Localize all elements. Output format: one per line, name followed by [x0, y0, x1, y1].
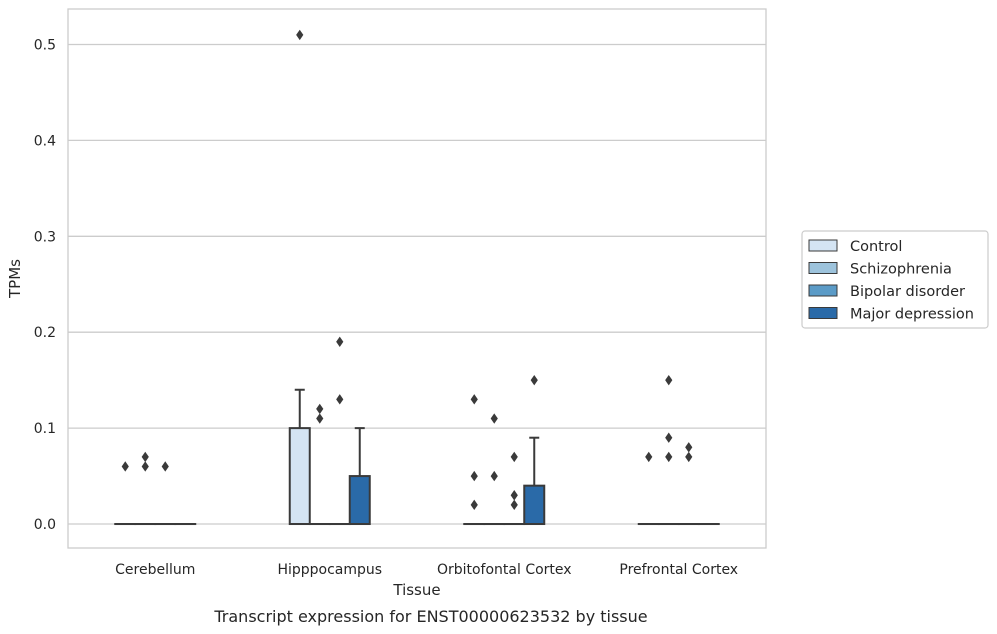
box-0-0 — [114, 461, 137, 526]
box-series — [114, 29, 720, 526]
x-tick-label: Cerebellum — [115, 562, 195, 578]
outlier-point — [530, 374, 538, 386]
box-1-0 — [134, 451, 157, 526]
outlier-point — [470, 499, 478, 511]
outlier-point — [510, 499, 518, 511]
legend-label: Major depression — [850, 307, 974, 323]
y-tick-label: 0.5 — [34, 37, 56, 53]
y-tick-label: 0.1 — [34, 421, 56, 437]
box-0-1 — [288, 29, 311, 526]
outlier-point — [665, 374, 673, 386]
legend-swatch — [808, 262, 838, 274]
outlier-point — [316, 403, 324, 415]
outlier-point — [336, 336, 344, 347]
legend-label: Bipolar disorder — [850, 284, 965, 300]
box-0-2 — [463, 394, 486, 526]
outlier-point — [490, 413, 498, 424]
legend: Control Schizophrenia Bipolar disorder Majo… — [801, 230, 989, 329]
outlier-point — [121, 461, 129, 472]
outlier-point — [141, 461, 149, 472]
grid-lines — [68, 43, 766, 525]
outlier-point — [510, 490, 518, 501]
outlier-point — [685, 451, 693, 463]
legend-swatch — [808, 239, 838, 252]
y-tick-label: 0.0 — [34, 517, 56, 533]
y-tick-label: 0.4 — [34, 133, 56, 149]
box-2-1 — [328, 336, 351, 526]
box-2-2 — [503, 451, 526, 526]
x-tick-label: Prefrontal Cortex — [619, 562, 738, 578]
outlier-point — [685, 442, 693, 453]
box-3-1 — [348, 427, 371, 526]
outlier-point — [336, 394, 344, 405]
box-1-2 — [483, 413, 506, 526]
box-body — [288, 427, 311, 526]
outlier-point — [510, 451, 518, 463]
outlier-point — [490, 470, 498, 482]
box-3-2 — [523, 374, 546, 526]
legend-swatch — [808, 307, 838, 319]
outlier-point — [470, 394, 478, 405]
outlier-point — [645, 451, 653, 463]
x-tick-label: Hipppocampus — [277, 562, 382, 578]
chart-caption: Transcript expression for ENST0000062353… — [213, 607, 647, 626]
y-axis-label: TPMs — [6, 259, 24, 299]
legend-frame — [801, 230, 989, 329]
outlier-point — [665, 451, 673, 463]
outlier-point — [470, 470, 478, 482]
box-2-0 — [154, 461, 177, 526]
outlier-point — [161, 461, 169, 472]
legend-label: Control — [850, 239, 902, 255]
outlier-point — [141, 451, 149, 463]
outlier-point — [316, 413, 324, 424]
y-tick-label: 0.3 — [34, 229, 56, 245]
plot-area-frame — [67, 8, 767, 549]
box-body — [348, 475, 371, 526]
box-0-3 — [637, 451, 660, 526]
legend-label: Schizophrenia — [850, 262, 952, 278]
outlier-point — [296, 29, 304, 41]
box-1-1 — [308, 403, 331, 526]
x-axis-ticks: Cerebellum Hipppocampus Orbitofontal Corte… — [115, 562, 738, 578]
box-1-3 — [657, 374, 680, 526]
box-body — [523, 484, 546, 526]
y-tick-label: 0.2 — [34, 325, 56, 341]
outlier-point — [665, 432, 673, 443]
y-axis-ticks: 0.0 0.1 0.2 0.3 0.4 0.5 — [34, 37, 56, 533]
legend-swatch — [808, 284, 838, 297]
x-tick-label: Orbitofontal Cortex — [437, 562, 572, 578]
x-axis-label: Tissue — [392, 581, 440, 599]
box-2-3 — [677, 442, 700, 526]
